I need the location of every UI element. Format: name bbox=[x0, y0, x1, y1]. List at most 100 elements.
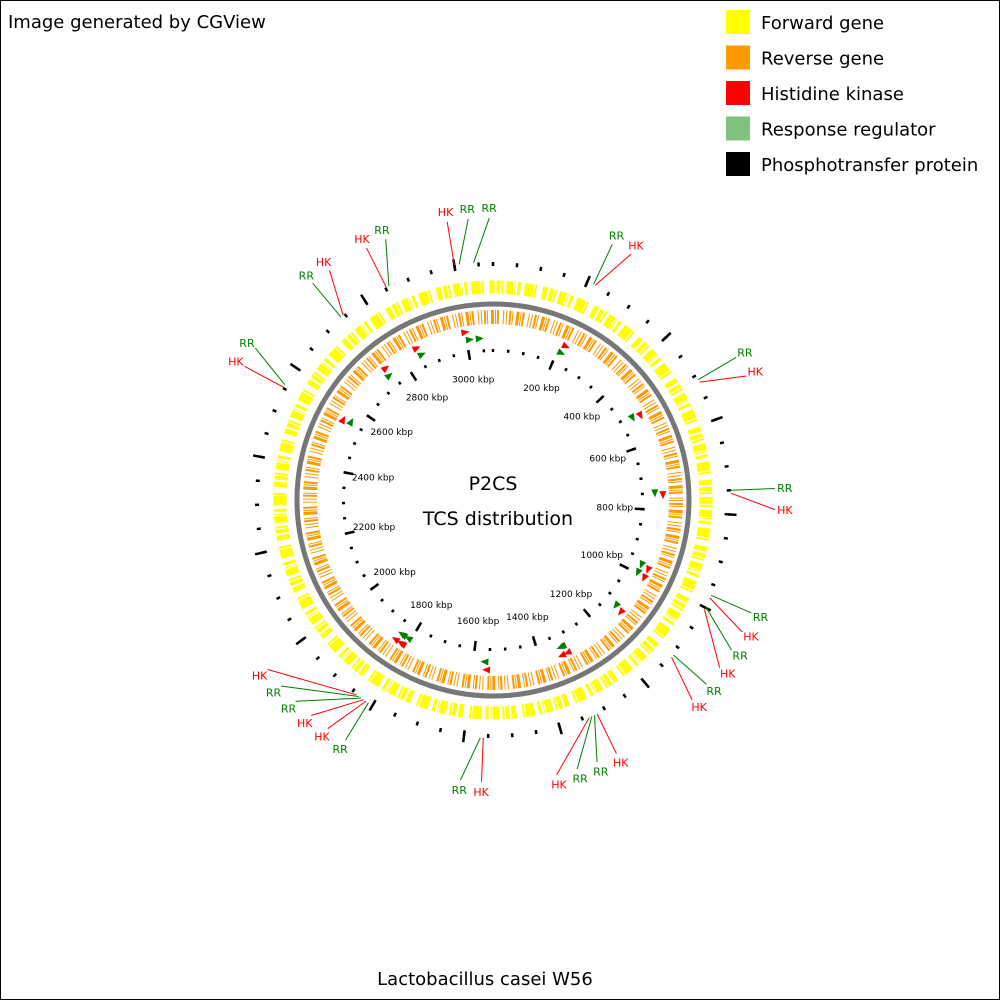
tcs-gene-marker bbox=[416, 352, 426, 360]
annotation-label: HK bbox=[473, 786, 489, 799]
annotation-label: HK bbox=[551, 778, 567, 791]
minor-tick bbox=[392, 712, 397, 718]
annotation-label: HK bbox=[252, 670, 268, 683]
tcs-gene-marker bbox=[346, 417, 354, 427]
minor-tick bbox=[282, 386, 288, 392]
minor-tick bbox=[547, 636, 552, 641]
legend-swatch bbox=[726, 152, 750, 176]
tcs-gene-marker bbox=[556, 348, 566, 355]
annotation-line bbox=[311, 699, 364, 717]
annotation-label: RR bbox=[737, 346, 753, 359]
annotation-label: HK bbox=[777, 504, 793, 517]
minor-tick bbox=[429, 634, 433, 638]
annotation-label: HK bbox=[720, 668, 736, 681]
annotation-line bbox=[673, 654, 707, 685]
tick-label: 200 kbp bbox=[523, 384, 560, 394]
annotation-line bbox=[295, 697, 362, 702]
tcs-gene-marker bbox=[613, 600, 622, 609]
tcs-gene-marker bbox=[646, 564, 653, 574]
minor-tick bbox=[723, 536, 729, 540]
annotation-line bbox=[730, 492, 776, 511]
minor-tick bbox=[343, 313, 349, 318]
minor-tick bbox=[423, 364, 428, 369]
annotation-line bbox=[312, 282, 342, 318]
annotation-line bbox=[705, 606, 733, 651]
annotation-line bbox=[267, 669, 357, 696]
tick-label: 400 kbp bbox=[564, 412, 601, 422]
major-tick bbox=[289, 362, 302, 372]
minor-tick bbox=[534, 729, 538, 735]
minor-tick bbox=[458, 644, 462, 648]
tcs-gene-marker bbox=[475, 335, 484, 343]
minor-tick bbox=[518, 645, 522, 649]
minor-tick bbox=[691, 374, 697, 379]
tick-label: 800 kbp bbox=[596, 503, 633, 513]
tcs-gene-marker bbox=[411, 346, 421, 353]
tcs-gene-marker bbox=[556, 642, 566, 650]
minor-tick bbox=[402, 618, 407, 623]
minor-tick bbox=[536, 355, 540, 360]
annotation-label: RR bbox=[374, 224, 390, 237]
annotation-line bbox=[671, 657, 693, 700]
forward-gene-ring bbox=[273, 280, 713, 720]
tcs-gene-marker bbox=[404, 635, 414, 644]
annotation-line bbox=[699, 375, 747, 383]
annotation-line bbox=[710, 594, 752, 614]
tick-label: 600 kbp bbox=[589, 455, 626, 465]
annotation-label: HK bbox=[316, 256, 332, 269]
minor-tick bbox=[362, 573, 366, 578]
annotation-line bbox=[459, 737, 481, 781]
tcs-gene-marker bbox=[659, 491, 667, 500]
tcs-gene-marker bbox=[480, 658, 489, 666]
minor-tick bbox=[272, 408, 277, 413]
major-tick bbox=[582, 608, 592, 618]
minor-tick bbox=[267, 573, 272, 578]
major-tick bbox=[710, 415, 723, 423]
minor-tick bbox=[359, 427, 363, 432]
tcs-gene-marker bbox=[380, 365, 390, 374]
major-tick bbox=[461, 730, 466, 743]
tcs-gene-marker bbox=[639, 559, 647, 569]
minor-tick bbox=[429, 269, 433, 275]
tick-label: 3000 kbp bbox=[452, 376, 495, 386]
minor-tick bbox=[443, 639, 447, 644]
major-tick bbox=[626, 447, 637, 453]
tcs-gene-marker bbox=[635, 410, 643, 420]
annotation-line bbox=[595, 253, 632, 286]
legend-label: Reverse gene bbox=[761, 49, 884, 70]
tcs-gene-marker bbox=[392, 636, 401, 645]
major-tick bbox=[254, 550, 268, 556]
genome-name: Lactobacillus casei W56 bbox=[377, 969, 593, 990]
minor-tick bbox=[397, 381, 402, 386]
annotation-label: HK bbox=[354, 233, 370, 246]
minor-tick bbox=[380, 598, 384, 603]
tcs-gene-marker bbox=[338, 415, 346, 425]
annotation-label: HK bbox=[438, 206, 454, 219]
minor-tick bbox=[607, 591, 612, 596]
annotation-line bbox=[596, 713, 617, 754]
annotation-label: RR bbox=[593, 765, 609, 778]
minor-tick bbox=[415, 721, 420, 726]
minor-tick bbox=[355, 560, 359, 564]
minor-tick bbox=[630, 551, 635, 556]
major-tick bbox=[531, 635, 538, 647]
tick-label: 2600 kbp bbox=[371, 428, 414, 438]
annotation-line bbox=[244, 365, 284, 388]
tcs-gene-marker bbox=[397, 640, 406, 648]
major-tick bbox=[724, 512, 737, 517]
legend-label: Response regulator bbox=[761, 120, 936, 141]
minor-tick bbox=[710, 582, 716, 587]
major-tick bbox=[473, 640, 477, 652]
annotation-label: RR bbox=[266, 687, 282, 700]
major-tick bbox=[252, 454, 266, 459]
tcs-gene-marker bbox=[635, 567, 643, 577]
tcs-gene-marker bbox=[563, 647, 573, 655]
minor-tick bbox=[539, 266, 543, 272]
minor-tick bbox=[609, 407, 614, 412]
annotation-line bbox=[327, 700, 367, 729]
major-tick bbox=[583, 275, 591, 288]
annotation-line bbox=[730, 487, 775, 491]
major-tick bbox=[409, 371, 418, 382]
major-tick bbox=[415, 621, 423, 632]
